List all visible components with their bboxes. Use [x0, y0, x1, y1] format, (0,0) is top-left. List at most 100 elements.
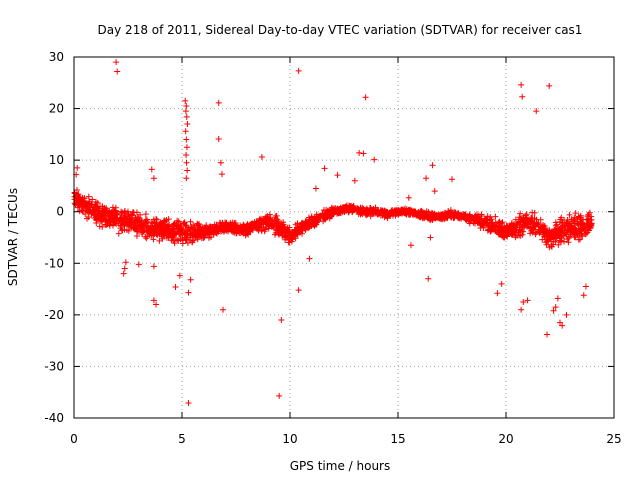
data-point [554, 233, 561, 240]
outlier-point [218, 171, 225, 178]
data-point [158, 233, 165, 240]
data-point [549, 228, 556, 235]
data-point [85, 201, 92, 208]
data-point [148, 232, 155, 239]
data-point [179, 237, 186, 244]
data-point [265, 216, 272, 223]
data-point [479, 221, 486, 228]
data-point [187, 218, 194, 225]
data-point [82, 211, 89, 218]
data-point [320, 213, 327, 220]
y-tick-label: -30 [44, 359, 64, 373]
data-point [295, 226, 302, 233]
data-point [585, 220, 592, 227]
data-point [530, 226, 537, 233]
data-point [251, 220, 258, 227]
data-point [102, 222, 109, 229]
data-point [194, 222, 201, 229]
outlier-point [498, 280, 505, 287]
data-point [109, 204, 116, 211]
data-point [114, 210, 121, 217]
outlier-point [334, 172, 341, 179]
data-point [509, 231, 516, 238]
data-point [142, 211, 149, 218]
outlier-point [563, 311, 570, 318]
data-point [547, 233, 554, 240]
data-point [342, 205, 349, 212]
data-point [401, 207, 408, 214]
data-point [90, 212, 97, 219]
data-point [382, 207, 389, 214]
data-point [101, 213, 108, 220]
data-point [196, 221, 203, 228]
outlier-point [150, 297, 157, 304]
outlier-point [120, 270, 127, 277]
data-point [274, 220, 281, 227]
data-point [384, 211, 391, 218]
y-tick-label: 0 [56, 205, 64, 219]
data-point [566, 211, 573, 218]
data-point [228, 223, 235, 230]
data-point [140, 220, 147, 227]
data-point [275, 223, 282, 230]
data-point [487, 214, 494, 221]
data-point [269, 221, 276, 228]
outlier-point [183, 113, 190, 120]
data-point [586, 224, 593, 231]
outlier-point [122, 259, 129, 266]
data-point [121, 208, 128, 214]
data-point [134, 225, 141, 232]
data-point [74, 204, 81, 211]
data-point [490, 222, 497, 229]
data-point [531, 209, 538, 216]
data-point [135, 228, 142, 235]
outlier-point [215, 99, 222, 106]
data-point [207, 225, 214, 232]
data-point [85, 214, 92, 221]
outlier-point [135, 261, 142, 268]
data-point [572, 229, 579, 236]
outlier-point [423, 175, 430, 182]
data-point [96, 210, 103, 217]
data-point [484, 213, 491, 220]
data-point [389, 209, 396, 216]
outlier-point [183, 102, 190, 109]
data-point [539, 236, 546, 243]
plot-frame [73, 56, 615, 419]
data-point [133, 232, 140, 239]
data-point [492, 213, 499, 220]
data-point [113, 211, 120, 218]
outlier-point [295, 287, 302, 294]
data-point [129, 209, 136, 216]
data-point [266, 211, 273, 218]
data-point [498, 220, 505, 227]
data-point [188, 231, 195, 238]
data-point [311, 215, 318, 222]
data-point [287, 235, 294, 242]
data-point [524, 221, 531, 228]
data-point [261, 228, 268, 235]
data-point [220, 228, 227, 235]
data-point [147, 229, 154, 236]
data-point [553, 230, 560, 237]
outlier-point [74, 164, 81, 171]
data-point [332, 205, 339, 212]
data-point [135, 215, 142, 222]
data-point [354, 206, 361, 213]
data-point [92, 198, 99, 205]
data-point [95, 214, 102, 221]
data-point [427, 211, 434, 218]
data-point [123, 226, 130, 233]
data-point [158, 227, 165, 234]
data-point [275, 231, 282, 238]
data-point [102, 209, 109, 216]
data-point [79, 207, 86, 214]
data-point [85, 208, 92, 215]
data-point [406, 211, 413, 218]
data-point [288, 234, 295, 241]
data-point [262, 221, 269, 228]
outlier-point [371, 156, 378, 163]
data-point [584, 213, 591, 220]
data-point [485, 226, 492, 233]
